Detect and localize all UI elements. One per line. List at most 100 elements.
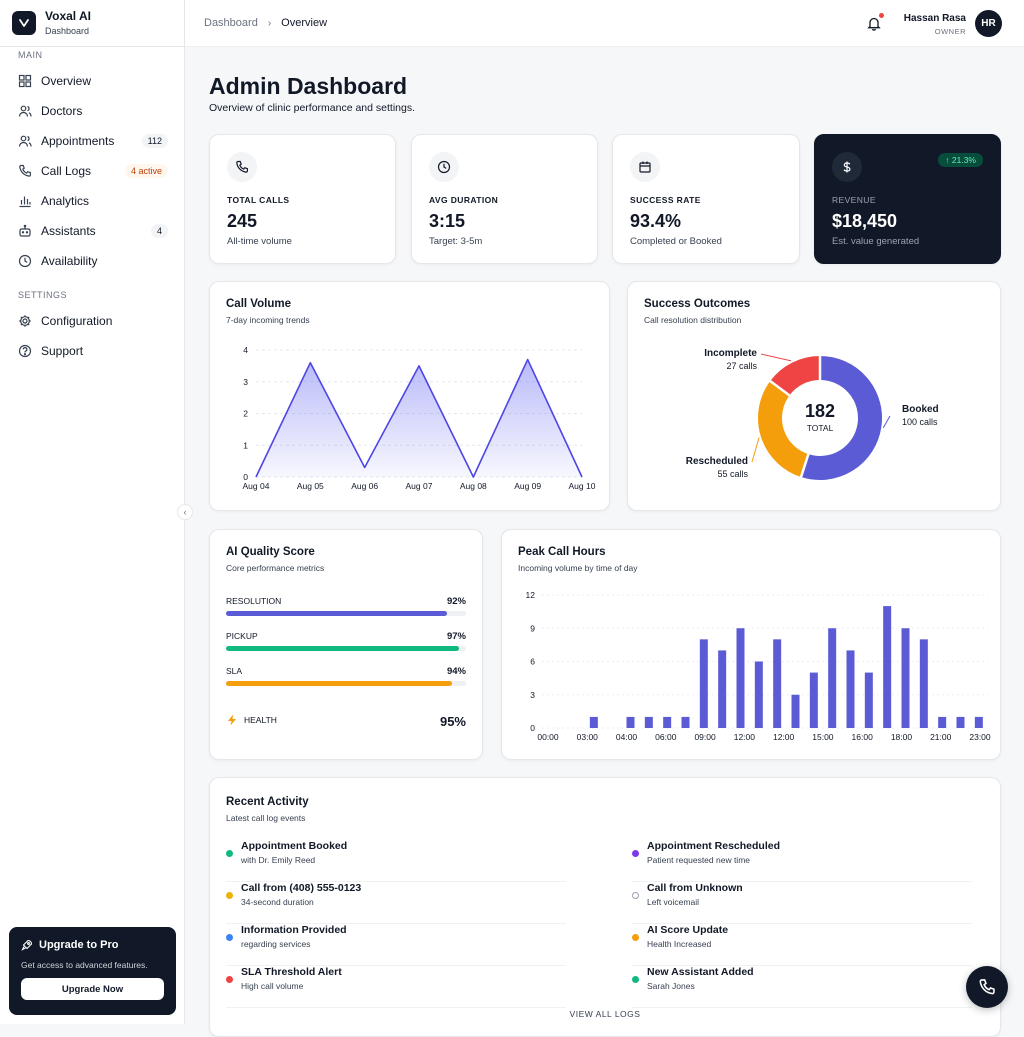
bell-icon[interactable] [866,15,882,31]
sidebar-item-analytics[interactable]: Analytics [0,186,184,216]
x-tick-label: Aug 09 [514,481,541,491]
grid-icon [18,74,32,88]
metric-label: RESOLUTION [226,596,282,606]
bar-22:00 [956,716,965,728]
activity-item[interactable]: Appointment Rescheduled Patient requested… [632,840,972,882]
x-tick-label: 00:00 [537,732,559,742]
activity-item[interactable]: Appointment Booked with Dr. Emily Reed [226,840,566,882]
x-tick-label: 15:00 [812,732,834,742]
leader-line [882,415,891,429]
breadcrumb-dashboard[interactable]: Dashboard [204,17,258,29]
sidebar-item-appointments[interactable]: Appointments 112 [0,126,184,156]
x-tick-label: Aug 08 [460,481,487,491]
donut-slice-rescheduled [758,381,809,478]
sidebar-item-doctors[interactable]: Doctors [0,96,184,126]
card-title: Call Volume [226,298,291,310]
sidebar-item-call-logs[interactable]: Call Logs 4 active [0,156,184,186]
legend-rescheduled-count: 55 calls [717,469,748,479]
y-tick-label: 3 [530,690,535,700]
sidebar-item-configuration[interactable]: Configuration [0,306,184,336]
y-tick-label: 9 [530,623,535,633]
y-tick-label: 3 [243,377,248,387]
slice-separator [768,379,792,397]
metric-fill [226,646,459,651]
legend-incomplete: Incomplete [704,348,757,359]
activity-title: Information Provided [241,924,347,936]
metric-value: 92% [446,596,466,607]
bar-13:00 [791,694,800,728]
activity-item[interactable]: Call from Unknown Left voicemail [632,882,972,924]
stat-subtext: Target: 3-5m [429,236,483,247]
activity-item[interactable]: SLA Threshold Alert High call volume [226,966,566,1008]
avatar[interactable]: HR [975,10,1002,37]
section-label-settings: SETTINGS [18,290,68,300]
phone-icon [978,978,996,996]
sidebar-item-availability[interactable]: Availability [0,246,184,276]
clock-icon [18,254,32,268]
metric-fill [226,611,447,616]
y-tick-label: 0 [243,472,248,482]
upgrade-description: Get access to advanced features. [21,960,148,970]
breadcrumb: Dashboard › Overview [204,17,327,29]
card-subtitle: 7-day incoming trends [226,315,310,325]
legend-incomplete-count: 27 calls [726,361,757,371]
count-badge: 4 [150,224,168,238]
legend-rescheduled: Rescheduled [685,456,748,467]
user-info[interactable]: Hassan Rasa OWNER [904,13,966,36]
upgrade-button[interactable]: Upgrade Now [21,978,164,1000]
activity-item[interactable]: Call from (408) 555-0123 34-second durati… [226,882,566,924]
status-dot [632,892,639,899]
user-role: OWNER [934,27,966,36]
status-dot [632,976,639,983]
rocket-icon [21,939,33,951]
metric-row: SLA 94% [226,666,466,696]
peak-hours-card: Peak Call Hours Incoming volume by time … [501,529,1001,760]
metric-value: 94% [446,666,466,677]
view-all-logs-link[interactable]: VIEW ALL LOGS [569,1009,641,1019]
bar-02:00 [589,716,598,728]
call-fab-button[interactable] [966,966,1008,1008]
sidebar-item-label: Appointments [41,134,115,148]
bar-17:00 [864,672,873,728]
stat-card-avg-duration: AVG DURATION 3:15 Target: 3-5m [411,134,598,264]
page-subtitle: Overview of clinic performance and setti… [209,102,416,114]
bar-18:00 [883,606,892,728]
x-tick-label: 18:00 [891,732,913,742]
x-tick-label: 03:00 [577,732,599,742]
sidebar-item-overview[interactable]: Overview [0,66,184,96]
status-dot [632,850,639,857]
robot-icon [18,224,32,238]
x-tick-label: 06:00 [655,732,677,742]
sidebar-item-assistants[interactable]: Assistants 4 [0,216,184,246]
stat-value: 3:15 [429,211,466,231]
sidebar-item-label: Availability [41,254,98,268]
phone-icon [18,164,32,178]
brand-name: Voxal AI [45,9,92,23]
lightning-icon [226,714,238,726]
count-badge: 112 [141,134,168,148]
bar-14:00 [809,672,818,728]
area-fill [256,359,582,477]
activity-item[interactable]: AI Score Update Health Increased [632,924,972,966]
sidebar-item-support[interactable]: Support [0,336,184,366]
sidebar-item-label: Call Logs [41,164,92,178]
card-title: Recent Activity [226,796,309,808]
leader-line [760,353,792,362]
peak-hours-chart: 0 3 6 9 12 00:00 03:00 04:00 06:00 09:00 12:00 12:0… [526,590,991,742]
donut-slice-incomplete [770,356,821,396]
activity-subtitle: Patient requested new time [647,855,751,865]
sidebar-item-label: Analytics [41,194,90,208]
stat-card-success-rate: SUCCESS RATE 93.4% Completed or Booked [612,134,800,264]
metric-row: PICKUP 97% [226,631,466,661]
brand[interactable]: Voxal AI Dashboard [0,0,184,47]
gear-icon [18,314,32,328]
activity-item[interactable]: Information Provided regarding services [226,924,566,966]
collapse-sidebar-button[interactable]: ‹ [177,504,193,520]
donut-total-value: 182 [804,401,836,421]
sidebar-item-label: Support [41,344,84,358]
stat-subtext: Completed or Booked [630,236,722,247]
activity-title: SLA Threshold Alert [241,966,342,978]
activity-item[interactable]: New Assistant Added Sarah Jones [632,966,972,1008]
call-volume-chart: 0 1 2 3 4 Aug 04 Aug 05 Aug 06 Aug 07 Aug 08 Aug 0… [243,345,596,491]
breadcrumb-current: Overview [281,17,328,29]
